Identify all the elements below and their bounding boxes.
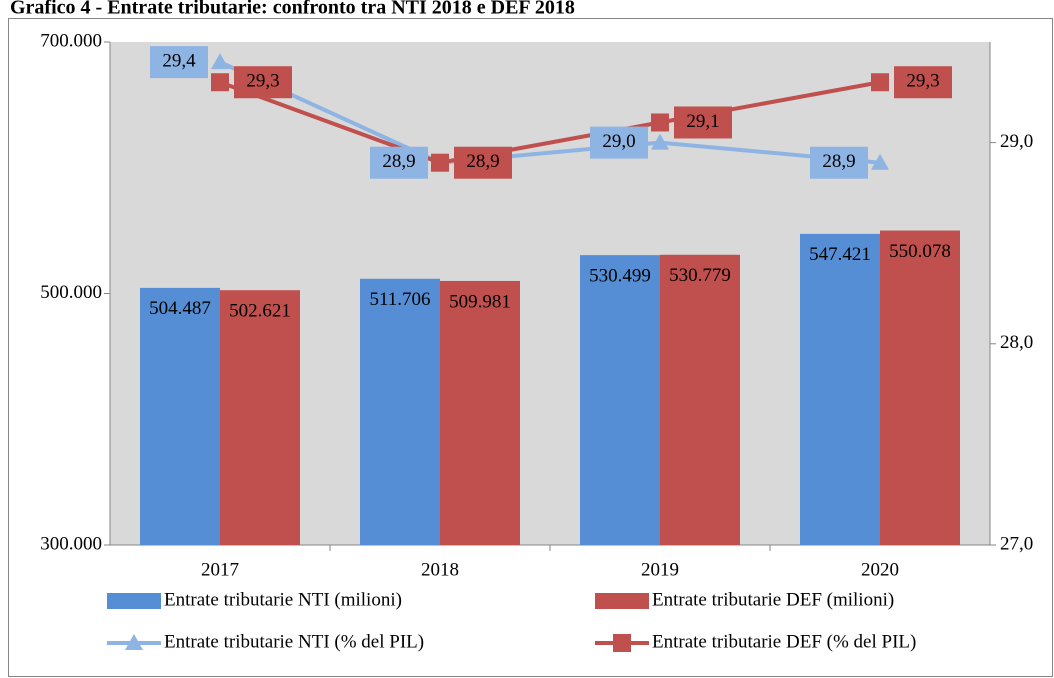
line-label-box bbox=[370, 146, 428, 179]
x-tick-label: 2018 bbox=[421, 559, 459, 580]
bar bbox=[660, 254, 740, 545]
line-marker bbox=[651, 133, 669, 150]
line-label-box bbox=[150, 46, 208, 79]
bar bbox=[360, 278, 440, 545]
bar-value-label: 511.706 bbox=[369, 289, 430, 310]
legend-label: Entrate tributarie DEF (milioni) bbox=[652, 589, 894, 610]
bar-value-label: 530.779 bbox=[669, 265, 731, 286]
bar-value-label: 547.421 bbox=[809, 244, 871, 265]
line-marker bbox=[871, 153, 889, 170]
legend-marker bbox=[125, 634, 143, 650]
bar bbox=[580, 255, 660, 545]
bar bbox=[440, 280, 520, 545]
bar-value-label: 502.621 bbox=[229, 301, 291, 322]
line-value-label: 29,0 bbox=[602, 131, 635, 152]
x-tick-label: 2019 bbox=[641, 559, 679, 580]
line-label-box bbox=[674, 106, 732, 139]
y2-tick-label: 27,0 bbox=[1000, 533, 1033, 554]
y-tick-label: 700.000 bbox=[40, 30, 102, 51]
line-value-label: 28,9 bbox=[382, 151, 415, 172]
legend-swatch bbox=[595, 593, 649, 609]
y2-tick-label: 28,0 bbox=[1000, 332, 1033, 353]
line bbox=[219, 80, 881, 165]
bar-value-label: 550.078 bbox=[889, 241, 951, 262]
line bbox=[219, 60, 881, 165]
line-marker bbox=[431, 153, 449, 172]
bar-value-label: 504.487 bbox=[149, 298, 211, 319]
line-label-box bbox=[454, 146, 512, 179]
line-value-label: 29,1 bbox=[686, 111, 719, 132]
line-value-label: 29,3 bbox=[906, 71, 939, 92]
legend-label: Entrate tributarie NTI (% del PIL) bbox=[164, 631, 424, 652]
line-value-label: 29,4 bbox=[162, 50, 196, 71]
legend-label: Entrate tributarie DEF (% del PIL) bbox=[652, 631, 916, 652]
y-tick-label: 300.000 bbox=[40, 533, 102, 554]
legend-label: Entrate tributarie NTI (milioni) bbox=[164, 589, 402, 610]
line-label-box bbox=[234, 66, 292, 99]
bar bbox=[800, 233, 880, 545]
bar-value-label: 509.981 bbox=[449, 291, 511, 312]
line-value-label: 28,9 bbox=[466, 151, 499, 172]
bar bbox=[220, 290, 300, 545]
line-value-label: 28,9 bbox=[822, 151, 855, 172]
x-tick-label: 2020 bbox=[861, 559, 899, 580]
y-tick-label: 500.000 bbox=[40, 282, 102, 303]
y2-tick-label: 29,0 bbox=[1000, 131, 1033, 152]
line-label-box bbox=[894, 66, 952, 99]
bar bbox=[140, 287, 220, 545]
line-marker bbox=[871, 73, 889, 92]
bar-value-label: 530.499 bbox=[589, 266, 651, 287]
x-tick-label: 2017 bbox=[201, 559, 239, 580]
chart-title: Grafico 4 - Entrate tributarie: confront… bbox=[10, 0, 575, 19]
legend-swatch bbox=[107, 593, 161, 609]
line-label-box bbox=[810, 146, 868, 179]
line-label-box bbox=[590, 126, 648, 159]
legend-marker bbox=[613, 634, 631, 652]
line-marker bbox=[211, 53, 229, 70]
line-marker bbox=[211, 73, 229, 92]
line-value-label: 29,3 bbox=[246, 71, 279, 92]
bar bbox=[880, 230, 960, 545]
line-marker bbox=[651, 113, 669, 132]
